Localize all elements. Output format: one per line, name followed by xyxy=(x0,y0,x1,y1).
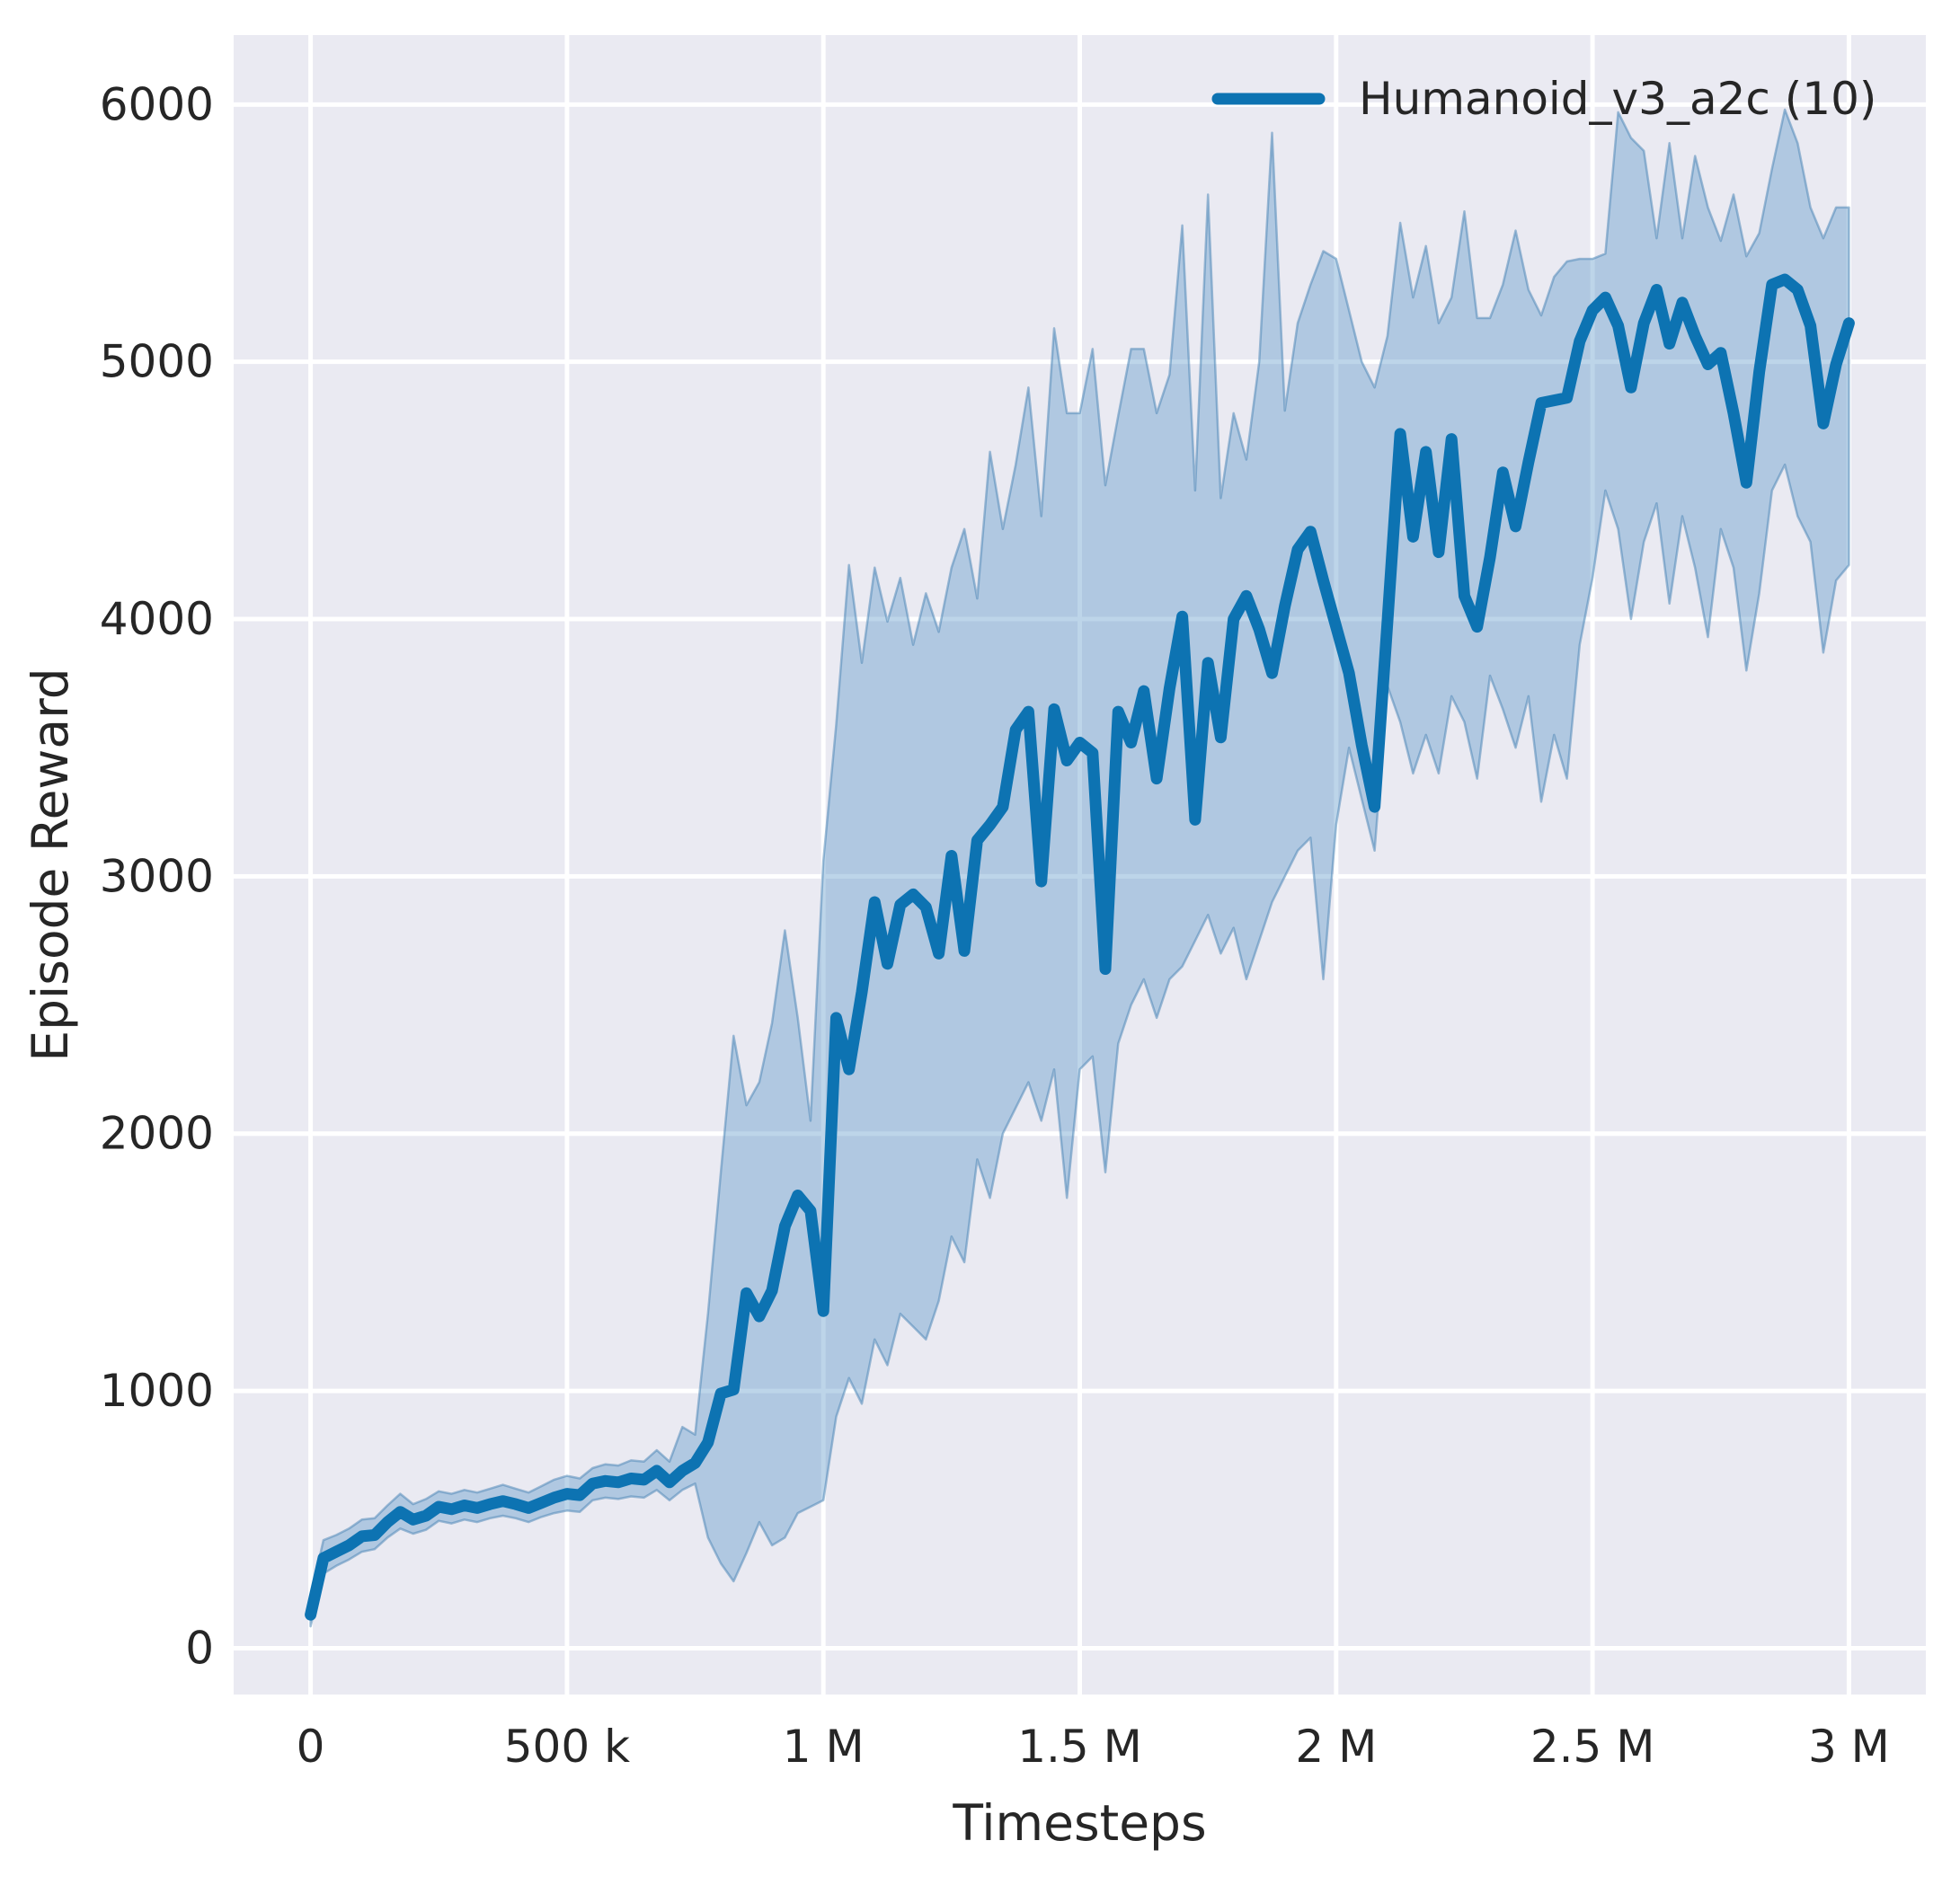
x-tick-label: 2.5 M xyxy=(1530,1721,1655,1773)
y-tick-label: 2000 xyxy=(100,1108,214,1160)
y-tick-label: 3000 xyxy=(100,850,214,902)
y-tick-labels: 0 1000 2000 3000 4000 5000 6000 xyxy=(100,78,214,1674)
y-tick-label: 6000 xyxy=(100,78,214,130)
x-tick-labels: 0 500 k 1 M 1.5 M 2 M 2.5 M 3 M xyxy=(297,1721,1890,1773)
y-tick-label: 4000 xyxy=(100,593,214,645)
x-axis-label: Timesteps xyxy=(952,1794,1206,1852)
y-tick-label: 1000 xyxy=(100,1365,214,1417)
x-tick-label: 1 M xyxy=(783,1721,865,1773)
mean-reward-line xyxy=(305,273,1855,1621)
confidence-band xyxy=(309,108,1850,1628)
x-tick-label: 2 M xyxy=(1295,1721,1377,1773)
y-tick-label: 5000 xyxy=(100,336,214,388)
x-tick-label: 500 k xyxy=(504,1721,630,1773)
legend-label: Humanoid_v3_a2c (10) xyxy=(1359,73,1876,125)
legend: Humanoid_v3_a2c (10) xyxy=(1211,73,1876,125)
y-axis-label: Episode Reward xyxy=(22,668,79,1061)
x-tick-label: 3 M xyxy=(1808,1721,1890,1773)
x-tick-label: 1.5 M xyxy=(1017,1721,1142,1773)
y-tick-label: 0 xyxy=(185,1622,214,1674)
x-tick-label: 0 xyxy=(297,1721,325,1773)
